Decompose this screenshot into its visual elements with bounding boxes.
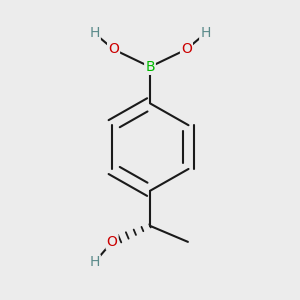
- Text: H: H: [200, 26, 211, 40]
- Text: H: H: [89, 26, 100, 40]
- Text: B: B: [145, 60, 155, 74]
- Text: O: O: [106, 235, 118, 249]
- Text: H: H: [89, 255, 100, 269]
- Text: O: O: [108, 42, 119, 56]
- Text: O: O: [181, 42, 192, 56]
